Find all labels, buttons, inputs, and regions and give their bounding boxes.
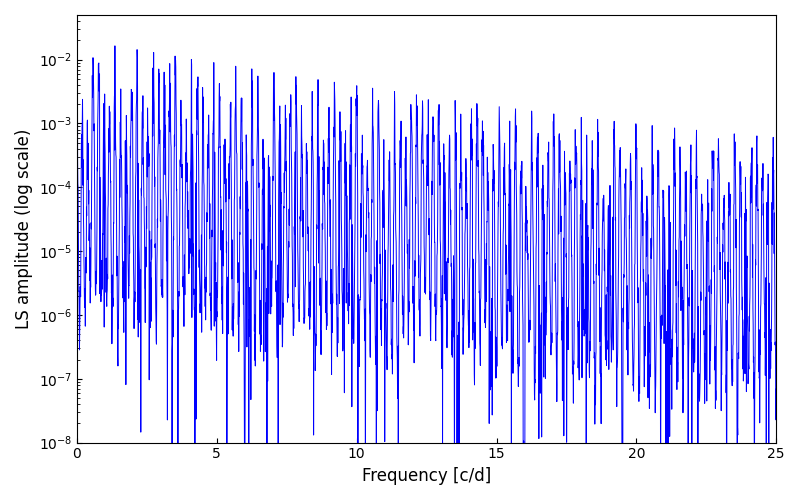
X-axis label: Frequency [c/d]: Frequency [c/d] [362, 467, 491, 485]
Y-axis label: LS amplitude (log scale): LS amplitude (log scale) [15, 128, 33, 329]
